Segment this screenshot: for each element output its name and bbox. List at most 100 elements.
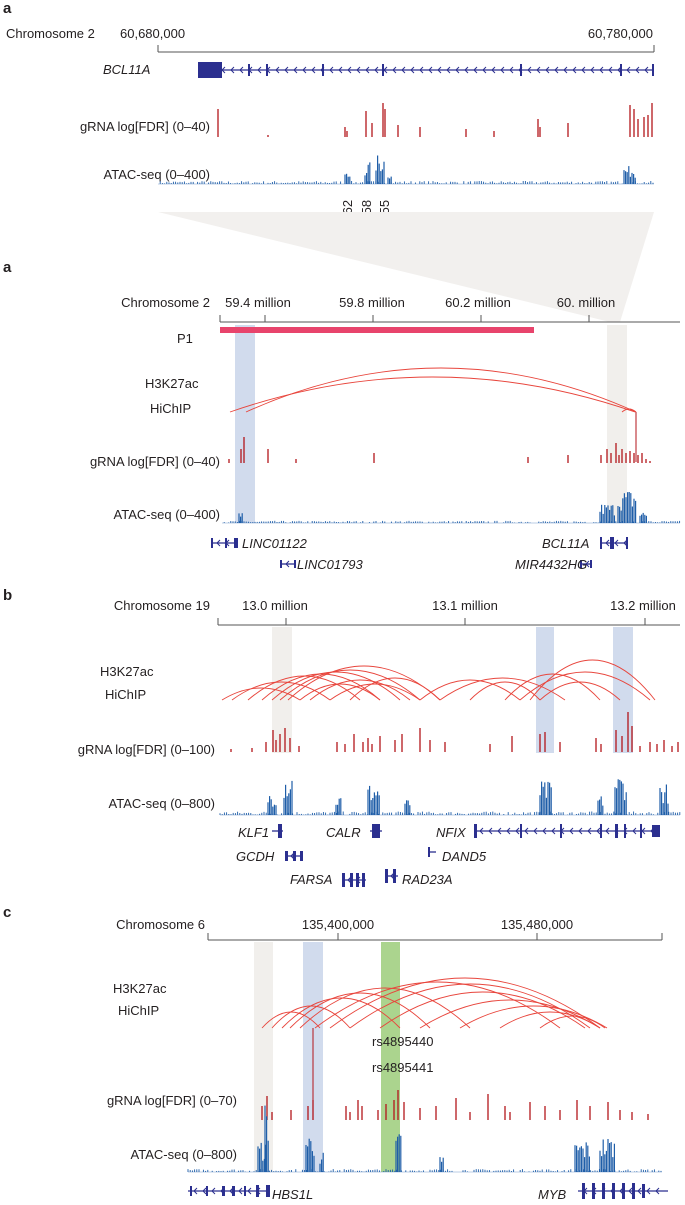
- gene-nfix-exon: [652, 825, 660, 837]
- a-top-bcl11a-strand-chevron: [644, 66, 649, 74]
- b-arc: [504, 673, 601, 701]
- gene-label-dand5: DAND5: [442, 849, 487, 864]
- gene-dand5-exon: [428, 847, 430, 857]
- a-bot-tick-label-60: 60. million: [557, 295, 616, 310]
- zoom-wedge: [158, 212, 654, 322]
- gene-rad23a-exon: [385, 869, 388, 883]
- c-arc: [289, 992, 431, 1029]
- gene-myb-exon: [622, 1183, 625, 1199]
- c-arc: [419, 999, 601, 1029]
- a-top-bcl11a-strand-chevron: [401, 66, 406, 74]
- gene-hbs1l-strand-chevron: [247, 1187, 252, 1195]
- b-arc: [519, 671, 651, 701]
- a-top-bcl11a-strand-chevron: [464, 66, 469, 74]
- c-atac-label: ATAC-seq (0–800): [131, 1147, 237, 1162]
- b-atac-track: [219, 779, 681, 816]
- a-bot-atac-track: [222, 492, 681, 524]
- b-axis: [217, 618, 680, 626]
- gene-nfix-strand-chevron: [551, 827, 556, 835]
- a-top-start-coord: 60,680,000: [120, 26, 185, 41]
- a-top-bcl11a-strand-chevron: [329, 66, 334, 74]
- a-top-bcl11a-strand-chevron: [509, 66, 514, 74]
- a-top-bcl11a-strand-chevron: [356, 66, 361, 74]
- b-arc: [539, 681, 621, 701]
- c-tick-label-135400000: 135,400,000: [302, 917, 374, 932]
- gene-label-rad23a: RAD23A: [402, 872, 453, 887]
- a-top-bcl11a-strand-chevron: [239, 66, 244, 74]
- gene-nfix-exon: [560, 824, 562, 838]
- b-arc: [349, 677, 441, 701]
- gene-hbs1l-exon: [232, 1186, 235, 1196]
- a-top-bcl11a-strand-chevron: [230, 66, 235, 74]
- gene-linc01122-exon: [234, 538, 238, 548]
- a-top-bcl11a-strand-chevron: [410, 66, 415, 74]
- gene-linc01122-exon: [211, 538, 213, 548]
- c-arc: [299, 987, 471, 1029]
- c-grna-track: [261, 1090, 649, 1120]
- p1-label: P1: [177, 331, 193, 346]
- gene-nfix-strand-chevron: [632, 827, 637, 835]
- a-top-end-coord: 60,780,000: [588, 26, 653, 41]
- gene-myb-exon: [602, 1183, 605, 1199]
- b-atac-label: ATAC-seq (0–800): [109, 796, 215, 811]
- a-top-bcl11a-strand-chevron: [608, 66, 613, 74]
- a-top-bcl11a-strand-chevron: [311, 66, 316, 74]
- c-gene-models: [188, 1183, 668, 1199]
- panel-label-a: a: [3, 0, 12, 17]
- a-top-bcl11a-strand-chevron: [392, 66, 397, 74]
- b-hichip-label-2: HiChIP: [105, 687, 146, 702]
- gene-nfix-strand-chevron: [524, 827, 529, 835]
- a-top-bcl11a-strand-chevron: [527, 66, 532, 74]
- gene-linc01793-exon: [280, 560, 282, 568]
- b-hichip-arcs: [221, 659, 656, 701]
- gene-bcl11a-lower-strand-chevron: [605, 539, 610, 547]
- gene-nfix-strand-chevron: [488, 827, 493, 835]
- gene-myb-exon: [592, 1183, 595, 1199]
- a-top-bcl11a-strand-chevron: [419, 66, 424, 74]
- a-top-bcl11a-strand-chevron: [482, 66, 487, 74]
- c-arc: [314, 981, 561, 1029]
- gene-nfix-strand-chevron: [515, 827, 520, 835]
- a-top-bcl11a-strand-chevron: [428, 66, 433, 74]
- gene-nfix-strand-chevron: [596, 827, 601, 835]
- a-top-atac-label: ATAC-seq (0–400): [104, 167, 210, 182]
- a-top-bcl11a-strand-chevron: [257, 66, 262, 74]
- gene-myb-exon: [642, 1184, 645, 1198]
- b-arc: [299, 683, 381, 701]
- gene-myb-strand-chevron: [646, 1187, 651, 1195]
- a-top-bcl11a-strand-chevron: [374, 66, 379, 74]
- a-bot-tick-label-59-4: 59.4 million: [225, 295, 291, 310]
- b-chrom-label: Chromosome 19: [114, 598, 210, 613]
- gene-nfix-exon: [615, 824, 618, 838]
- gene-farsa-exon: [356, 873, 359, 887]
- gene-mir4432hg-exon: [590, 560, 592, 568]
- panel-label-a-lower: a: [3, 259, 12, 276]
- a-top-bcl11a-strand-chevron: [626, 66, 631, 74]
- gene-nfix-strand-chevron: [569, 827, 574, 835]
- a-bot-tick-label-59-8: 59.8 million: [339, 295, 405, 310]
- gene-hbs1l-exon: [256, 1185, 259, 1197]
- gene-hbs1l-exon: [244, 1186, 246, 1196]
- a-top-bcl11a-strand-chevron: [590, 66, 595, 74]
- a-top-bcl11a-exon: [266, 64, 268, 76]
- a-top-bcl11a-strand-chevron: [563, 66, 568, 74]
- gene-hbs1l-exon: [266, 1185, 270, 1197]
- a-top-bcl11a-strand-chevron: [581, 66, 586, 74]
- gene-label-calr: CALR: [326, 825, 361, 840]
- b-arc: [261, 673, 381, 701]
- b-highlight-blue-1: [536, 627, 554, 753]
- a-bot-hichip-label-1: H3K27ac: [145, 376, 199, 391]
- gene-hbs1l-strand-chevron: [211, 1187, 216, 1195]
- a-top-bcl11a-strand-chevron: [302, 66, 307, 74]
- gene-nfix-strand-chevron: [506, 827, 511, 835]
- a-top-bcl11a-exon: [520, 64, 522, 76]
- b-arc: [329, 683, 421, 701]
- b-highlight-grey: [272, 627, 292, 753]
- a-top-gene-bcl11a: BCL11A: [103, 62, 150, 77]
- gene-bcl11a-lower-strand-chevron: [614, 539, 619, 547]
- gene-farsa-exon: [342, 873, 345, 887]
- b-tick-label-13-1: 13.1 million: [432, 598, 498, 613]
- c-hichip-label-2: HiChIP: [118, 1003, 159, 1018]
- a-bot-hichip-arcs: [229, 367, 637, 462]
- gene-farsa-exon: [350, 873, 353, 887]
